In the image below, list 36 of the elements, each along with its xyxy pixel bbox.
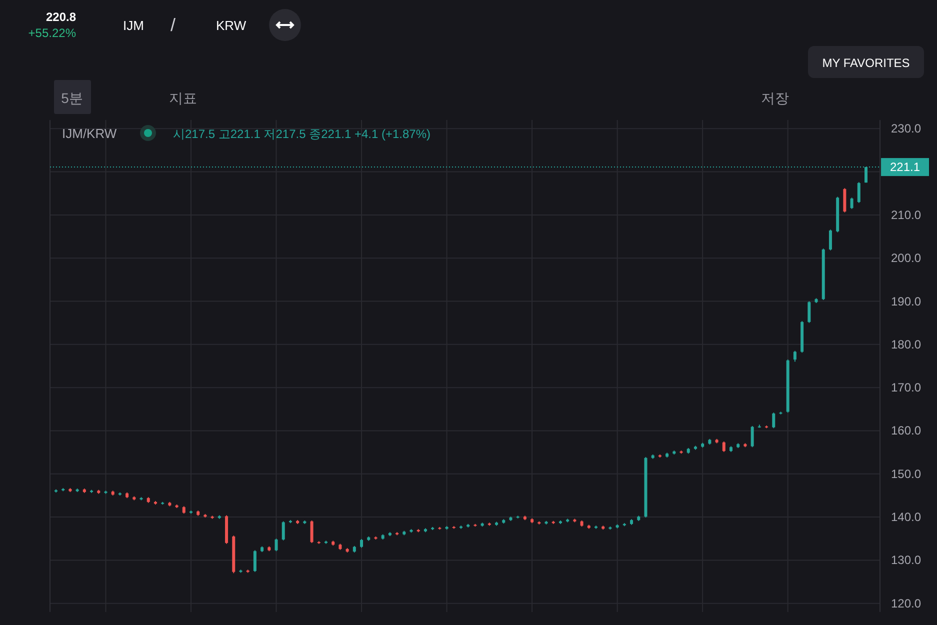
- candlestick: [857, 182, 860, 204]
- y-tick-label: 140.0: [890, 510, 922, 524]
- ref-line-label: 221.1: [890, 160, 920, 174]
- y-tick-label: 120.0: [890, 596, 922, 610]
- text: +55.22%: [28, 26, 76, 40]
- y-tick-label: 230.0: [890, 122, 922, 136]
- candlestick: [282, 520, 285, 541]
- text: 5분: [61, 90, 83, 106]
- candlestick: [310, 520, 314, 544]
- candlestick: [772, 412, 776, 429]
- y-tick-label: 210.0: [890, 208, 922, 222]
- text: 220.8: [46, 10, 76, 24]
- candlestick: [793, 350, 796, 362]
- text: KRW: [216, 18, 247, 33]
- text: 지표: [169, 90, 197, 106]
- y-tick-label: 160.0: [890, 424, 922, 438]
- text: MY FAVORITES: [822, 56, 910, 70]
- candlestick: [750, 425, 754, 448]
- candlestick: [843, 188, 846, 213]
- text: /: [170, 15, 176, 35]
- y-tick-label: 170.0: [890, 380, 922, 395]
- candlestick: [274, 538, 278, 552]
- candlestick: [828, 229, 832, 251]
- y-tick-label: 180.0: [890, 337, 922, 352]
- y-tick-label: 200.0: [890, 251, 922, 266]
- candlestick: [722, 441, 726, 452]
- text: IJM/KRW: [62, 126, 118, 141]
- y-tick-label: 150.0: [890, 466, 922, 481]
- candlestick: [253, 550, 256, 572]
- text: 저장: [761, 90, 789, 106]
- candlestick: [850, 197, 854, 210]
- text: 시217.5 고221.1 저217.5 종221.1 +4.1 (+1.87%): [173, 127, 431, 141]
- text: IJM: [123, 18, 144, 33]
- y-tick-label: 190.0: [890, 294, 922, 308]
- candlestick: [808, 300, 811, 324]
- y-tick-label: 130.0: [890, 553, 922, 568]
